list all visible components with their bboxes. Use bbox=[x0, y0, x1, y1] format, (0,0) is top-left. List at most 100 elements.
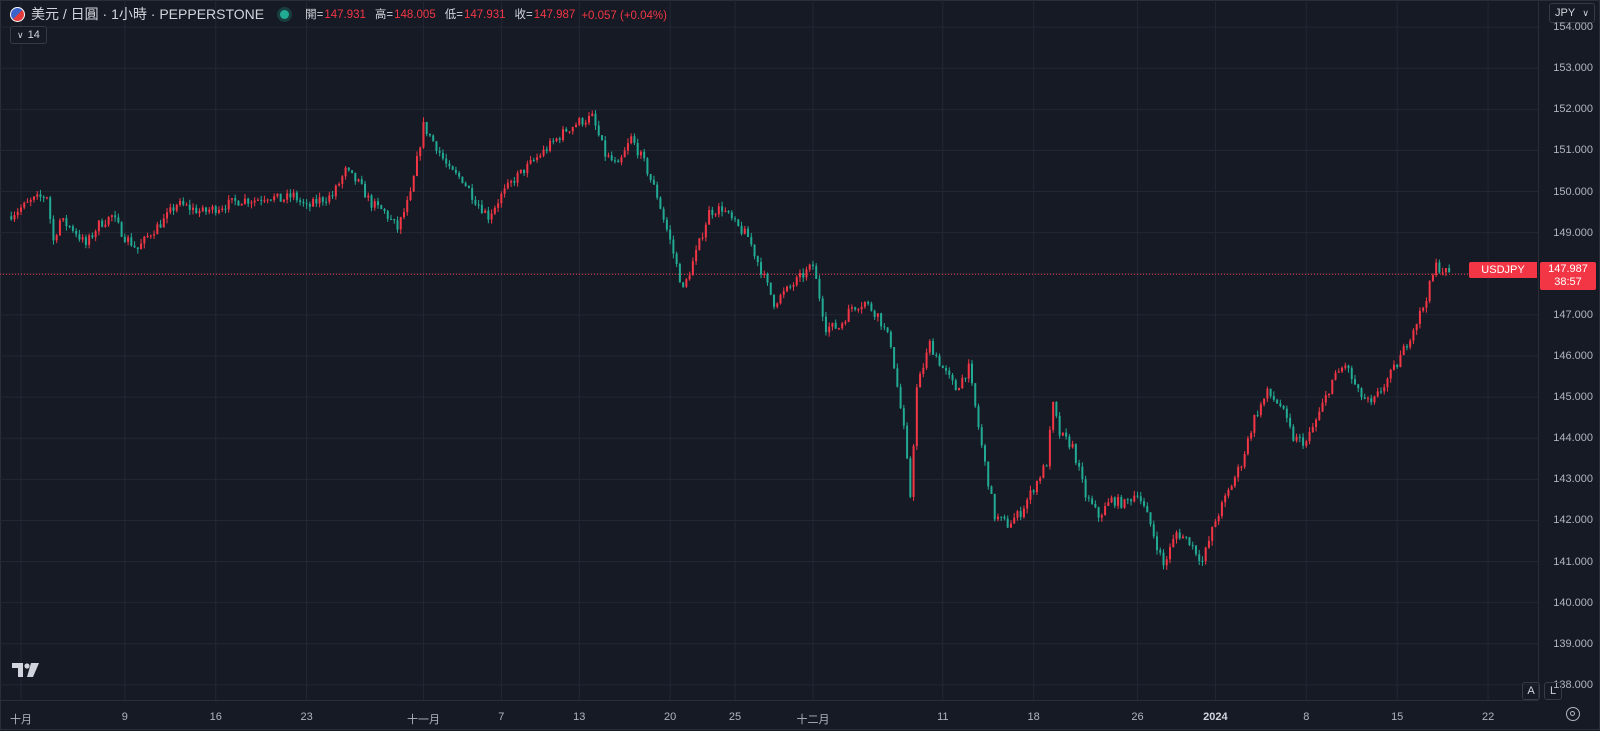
time-axis[interactable]: 十月 9 16 23 十一月 7 13 20 25 十二月 11 18 26 2024 8 15 22 bbox=[0, 700, 1538, 731]
time-tick-label: 11 bbox=[937, 711, 949, 723]
candle-body bbox=[536, 157, 539, 161]
candle-body bbox=[824, 316, 827, 333]
price-tick-label: 138.000 bbox=[1553, 678, 1593, 691]
candle-body bbox=[613, 160, 616, 162]
candle-body bbox=[159, 224, 162, 228]
candle-body bbox=[860, 306, 863, 310]
candle-body bbox=[1347, 365, 1350, 369]
price-axis[interactable]: 154.000 153.000 152.000 151.000 150.000 149.0… bbox=[1538, 0, 1600, 700]
candle-body bbox=[779, 294, 782, 304]
candle-body bbox=[377, 201, 380, 206]
candle-body bbox=[886, 327, 889, 332]
time-tick-label: 7 bbox=[498, 711, 505, 723]
candle-body bbox=[948, 370, 951, 375]
candle-body bbox=[685, 279, 688, 287]
candle-body bbox=[656, 184, 659, 198]
candle-body bbox=[110, 215, 113, 217]
candle-body bbox=[1117, 496, 1120, 506]
candle-body bbox=[1341, 367, 1344, 372]
candle-body bbox=[1253, 415, 1256, 433]
candle-body bbox=[240, 203, 243, 206]
candle-body bbox=[1087, 497, 1090, 499]
candle-body bbox=[880, 313, 883, 327]
candle-body bbox=[357, 179, 360, 182]
candle-body bbox=[763, 273, 766, 275]
candle-body bbox=[130, 237, 133, 246]
candle-body bbox=[1035, 480, 1038, 493]
candle-body bbox=[568, 131, 571, 133]
candle-body bbox=[182, 200, 185, 205]
candle-body bbox=[672, 239, 675, 254]
candle-body bbox=[610, 155, 613, 161]
candle-body bbox=[1198, 554, 1201, 561]
candle-body bbox=[643, 151, 646, 159]
candle-body bbox=[967, 363, 970, 379]
candle-body bbox=[97, 220, 100, 232]
candle-body bbox=[230, 198, 233, 200]
log-scale-button[interactable]: L bbox=[1544, 682, 1562, 700]
candle-body bbox=[1019, 511, 1022, 518]
currency-button[interactable]: JPY ∨ bbox=[1549, 3, 1595, 23]
candle-body bbox=[578, 118, 581, 125]
candle-body bbox=[1139, 496, 1142, 502]
candle-body bbox=[519, 169, 522, 173]
candle-body bbox=[737, 219, 740, 226]
candle-body bbox=[1425, 301, 1428, 308]
candle-body bbox=[594, 113, 597, 126]
candle-body bbox=[857, 309, 860, 311]
candle-body bbox=[932, 340, 935, 355]
candle-body bbox=[211, 206, 214, 210]
candle-body bbox=[1068, 436, 1071, 448]
symbol-price-tag: USDJPY bbox=[1469, 262, 1537, 278]
candle-body bbox=[386, 210, 389, 219]
candle-body bbox=[1289, 417, 1292, 427]
candle-body bbox=[227, 199, 230, 210]
candle-body bbox=[1185, 536, 1188, 538]
candle-body bbox=[1331, 379, 1334, 394]
chart-plot-area[interactable] bbox=[0, 0, 1538, 700]
candle-body bbox=[428, 134, 431, 136]
candle-body bbox=[500, 193, 503, 204]
candle-body bbox=[743, 228, 746, 234]
candle-body bbox=[120, 222, 123, 237]
indicators-toggle-button[interactable]: ∨ 14 bbox=[10, 26, 47, 44]
candle-body bbox=[1003, 516, 1006, 519]
candle-body bbox=[1084, 479, 1087, 498]
candle-body bbox=[1282, 406, 1285, 409]
candle-body bbox=[1217, 516, 1220, 522]
candle-body bbox=[740, 225, 743, 234]
candle-body bbox=[1146, 505, 1149, 513]
auto-scale-button[interactable]: A bbox=[1522, 682, 1540, 700]
tradingview-logo-icon[interactable] bbox=[12, 661, 40, 679]
candle-body bbox=[1276, 399, 1279, 404]
time-tick-label: 20 bbox=[664, 711, 677, 723]
candle-body bbox=[1178, 532, 1181, 539]
candle-body bbox=[318, 197, 321, 204]
price-tick-label: 149.000 bbox=[1553, 226, 1593, 239]
candle-body bbox=[52, 219, 55, 241]
candle-body bbox=[1042, 465, 1045, 478]
candle-body bbox=[1383, 387, 1386, 392]
symbol-title[interactable]: 美元 / 日圓 · 1小時 · PEPPERSTONE bbox=[31, 6, 265, 22]
candle-body bbox=[62, 218, 65, 221]
candle-body bbox=[166, 212, 169, 219]
candle-body bbox=[1279, 403, 1282, 407]
candle-body bbox=[289, 193, 292, 198]
candle-body bbox=[795, 277, 798, 286]
candle-body bbox=[652, 179, 655, 185]
candle-body bbox=[266, 199, 269, 201]
candle-body bbox=[273, 196, 276, 201]
candle-body bbox=[747, 228, 750, 237]
candle-body bbox=[208, 209, 211, 212]
candle-body bbox=[912, 445, 915, 497]
candle-body bbox=[1211, 527, 1214, 541]
candle-body bbox=[282, 199, 285, 202]
candle-body bbox=[302, 201, 305, 204]
candlestick-series bbox=[10, 110, 1451, 570]
candle-body bbox=[954, 380, 957, 391]
candle-body bbox=[867, 301, 870, 304]
candle-body bbox=[987, 461, 990, 487]
settings-gear-icon[interactable] bbox=[1566, 707, 1580, 721]
candle-body bbox=[633, 136, 636, 143]
candle-body bbox=[1422, 307, 1425, 311]
